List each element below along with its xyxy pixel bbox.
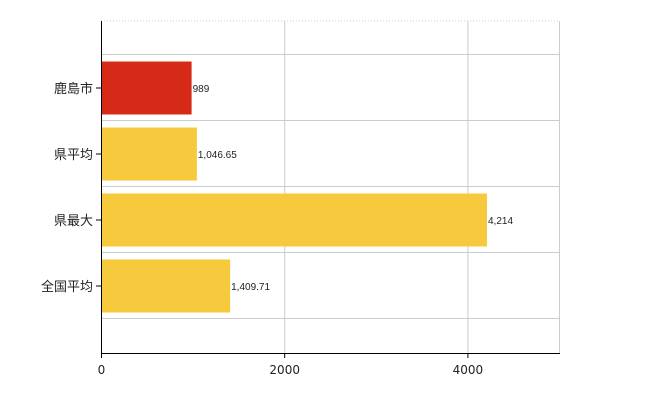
x-tick-label-2: 4000 bbox=[453, 363, 484, 377]
grid-lines bbox=[101, 20, 560, 353]
bar-1 bbox=[101, 127, 197, 181]
category-label-3: 全国平均 bbox=[41, 279, 93, 295]
category-label-0: 鹿島市 bbox=[54, 81, 93, 97]
labels: 989 鹿島市 1,046.65 県平均 4,214 県最大 1,409.71 全国平均 0 20… bbox=[41, 81, 513, 377]
x-tick-label-0: 0 bbox=[98, 363, 106, 377]
axes bbox=[96, 21, 560, 358]
category-label-1: 県平均 bbox=[54, 148, 93, 163]
category-label-2: 県最大 bbox=[54, 214, 93, 229]
data-label-0: 989 bbox=[193, 84, 210, 95]
bar-3 bbox=[101, 259, 231, 313]
x-tick-label-1: 2000 bbox=[269, 363, 300, 377]
data-label-1: 1,046.65 bbox=[198, 150, 237, 161]
bar-2 bbox=[101, 193, 488, 247]
bar-0 bbox=[101, 61, 192, 115]
data-label-3: 1,409.71 bbox=[231, 282, 270, 293]
bars bbox=[101, 61, 488, 313]
data-label-2: 4,214 bbox=[488, 216, 513, 227]
